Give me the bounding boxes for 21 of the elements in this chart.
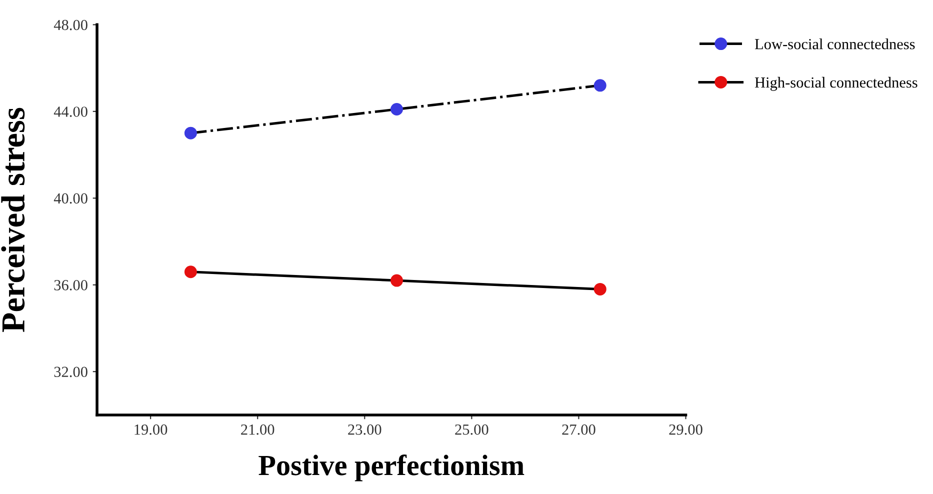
point — [594, 282, 606, 296]
x-tick-label: 29.00 — [669, 424, 702, 435]
y-tick-label: 48.00 — [54, 20, 88, 30]
y-tick-label: 44.00 — [54, 106, 88, 117]
x-tick-label: 23.00 — [348, 424, 382, 435]
legend-label: Low-social connectedness — [754, 38, 915, 50]
point — [390, 274, 403, 287]
point — [184, 266, 197, 278]
y-axis-title: Perceived stress — [1, 108, 25, 332]
x-tick-label: 27.00 — [562, 424, 596, 435]
x-tick-label: 21.00 — [241, 424, 274, 435]
y-tick-label: 40.00 — [54, 193, 88, 204]
x-tick-label: 19.00 — [134, 424, 168, 435]
y-tick-label: 32.00 — [54, 366, 88, 378]
x-tick-label: 25.00 — [455, 424, 488, 435]
y-tick-label: 36.00 — [54, 280, 88, 290]
x-axis-title: Postive perfectionism — [258, 454, 524, 482]
point — [390, 103, 403, 116]
point — [594, 79, 606, 92]
point — [184, 126, 197, 140]
legend-label: High-social connectedness — [754, 76, 918, 91]
